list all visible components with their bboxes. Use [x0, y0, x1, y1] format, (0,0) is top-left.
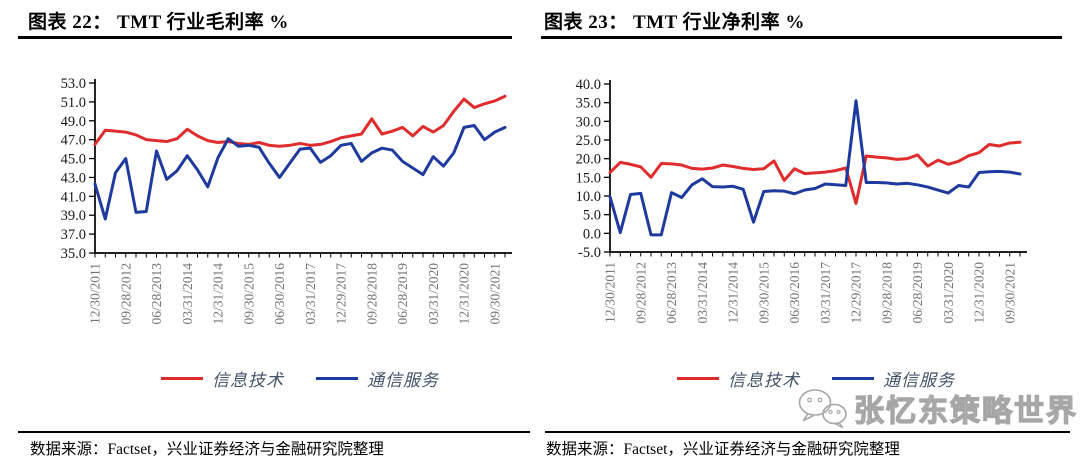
svg-text:12/29/2017: 12/29/2017 — [334, 263, 349, 325]
line-chart-gross-margin: 53.0 51.0 49.0 47.0 45.0 43.0 41.0 39.0 37.0 35.0… — [61, 76, 512, 325]
svg-text:25.0: 25.0 — [576, 133, 601, 149]
legend-item-info-tech: 信息技术 — [677, 366, 800, 391]
svg-text:5.0: 5.0 — [583, 208, 601, 224]
svg-text:03/31/2020: 03/31/2020 — [941, 262, 956, 324]
legend: 信息技术 通信服务 — [610, 366, 1022, 391]
legend-label: 信息技术 — [728, 371, 800, 390]
svg-text:06/28/2013: 06/28/2013 — [664, 262, 679, 324]
svg-text:09/30/2015: 09/30/2015 — [756, 262, 771, 324]
watermark: 张忆东策略世界 — [796, 386, 1078, 430]
svg-text:47.0: 47.0 — [61, 133, 86, 149]
svg-text:06/28/2019: 06/28/2019 — [910, 262, 925, 324]
svg-text:12/30/2011: 12/30/2011 — [88, 263, 103, 324]
svg-text:45.0: 45.0 — [61, 152, 86, 168]
blue-line-sample — [832, 376, 874, 381]
watermark-text: 张忆东策略世界 — [853, 394, 1078, 428]
svg-text:37.0: 37.0 — [61, 227, 86, 243]
legend-label: 信息技术 — [212, 371, 284, 390]
svg-text:41.0: 41.0 — [61, 189, 86, 205]
svg-text:15.0: 15.0 — [576, 170, 601, 186]
svg-text:40.0: 40.0 — [576, 77, 601, 93]
svg-text:09/30/2015: 09/30/2015 — [241, 263, 256, 325]
svg-text:09/28/2018: 09/28/2018 — [879, 262, 894, 324]
svg-text:03/31/2017: 03/31/2017 — [818, 262, 833, 324]
wechat-icon — [798, 389, 847, 429]
legend: 信息技术 通信服务 — [95, 366, 505, 391]
svg-text:12/31/2014: 12/31/2014 — [726, 262, 741, 324]
title-underline — [541, 36, 1062, 39]
svg-text:09/28/2012: 09/28/2012 — [633, 262, 648, 324]
svg-text:30.0: 30.0 — [576, 114, 601, 130]
figure-panel-gross-margin: 图表 22： TMT 行业毛利率 % 53.0 51.0 49.0 47.0 45.0 4… — [18, 12, 530, 458]
svg-text:20.0: 20.0 — [576, 152, 601, 168]
svg-text:12/30/2011: 12/30/2011 — [603, 262, 618, 323]
blue-line-sample — [316, 376, 358, 381]
svg-text:12/29/2017: 12/29/2017 — [849, 262, 864, 324]
legend-item-comm-services: 通信服务 — [832, 366, 955, 391]
legend-label: 通信服务 — [367, 371, 439, 390]
figure-title: 图表 23： TMT 行业净利率 % — [544, 12, 805, 33]
svg-text:10.0: 10.0 — [576, 189, 601, 205]
svg-text:09/30/2021: 09/30/2021 — [487, 263, 502, 325]
svg-text:53.0: 53.0 — [61, 76, 86, 92]
legend-item-comm-services: 通信服务 — [316, 366, 439, 391]
svg-text:43.0: 43.0 — [61, 170, 86, 186]
svg-text:06/30/2016: 06/30/2016 — [787, 262, 802, 324]
svg-text:09/30/2021: 09/30/2021 — [1002, 262, 1017, 324]
source-note: 数据来源：Factset，兴业证券经济与金融研究院整理 — [546, 441, 900, 458]
legend-label: 通信服务 — [883, 371, 955, 390]
svg-text:35.0: 35.0 — [61, 246, 86, 262]
svg-text:06/30/2016: 06/30/2016 — [272, 263, 287, 325]
svg-text:03/31/2017: 03/31/2017 — [303, 263, 318, 325]
svg-text:12/31/2020: 12/31/2020 — [457, 263, 472, 325]
svg-text:03/31/2014: 03/31/2014 — [180, 263, 195, 325]
svg-text:35.0: 35.0 — [576, 96, 601, 112]
svg-text:-5.0: -5.0 — [578, 245, 601, 261]
red-line-sample — [677, 376, 719, 381]
svg-text:39.0: 39.0 — [61, 208, 86, 224]
red-line-sample — [161, 376, 203, 381]
legend-item-info-tech: 信息技术 — [161, 366, 284, 391]
figure-title: 图表 22： TMT 行业毛利率 % — [28, 12, 289, 33]
svg-text:12/31/2014: 12/31/2014 — [211, 263, 226, 325]
source-divider — [545, 431, 1070, 433]
svg-text:06/28/2013: 06/28/2013 — [149, 263, 164, 325]
figure-panel-net-margin: 图表 23： TMT 行业净利率 % 40.0 35.0 30.0 25.0 20.0 1… — [540, 0, 1080, 469]
title-underline — [18, 36, 512, 39]
source-note: 数据来源：Factset，兴业证券经济与金融研究院整理 — [30, 441, 384, 458]
svg-text:03/31/2020: 03/31/2020 — [426, 263, 441, 325]
svg-text:12/31/2020: 12/31/2020 — [972, 262, 987, 324]
svg-text:09/28/2012: 09/28/2012 — [118, 263, 133, 325]
line-chart-net-margin: 40.035.030.025.020.015.010.05.00.0-5.012… — [576, 77, 1027, 324]
source-divider — [18, 431, 530, 433]
svg-text:06/28/2019: 06/28/2019 — [395, 263, 410, 325]
svg-text:0.0: 0.0 — [583, 226, 601, 242]
svg-text:03/31/2014: 03/31/2014 — [695, 262, 710, 324]
svg-text:09/28/2018: 09/28/2018 — [364, 263, 379, 325]
svg-text:51.0: 51.0 — [61, 95, 86, 111]
svg-text:49.0: 49.0 — [61, 114, 86, 130]
